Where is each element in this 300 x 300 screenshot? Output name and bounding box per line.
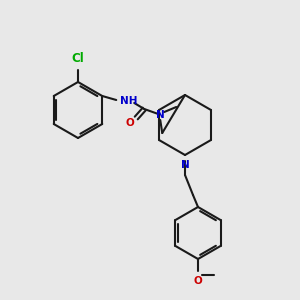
Text: O: O: [194, 276, 202, 286]
Text: N: N: [156, 110, 165, 120]
Text: NH: NH: [120, 96, 138, 106]
Text: O: O: [126, 118, 135, 128]
Text: N: N: [181, 160, 189, 170]
Text: Cl: Cl: [72, 52, 84, 65]
